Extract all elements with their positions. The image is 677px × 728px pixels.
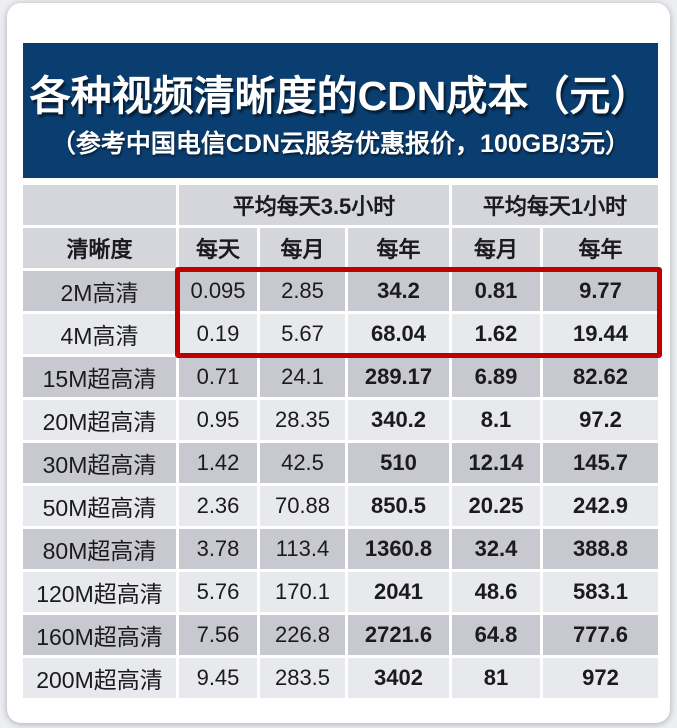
row-label: 15M超高清 [23, 357, 176, 397]
row-label: 30M超高清 [23, 443, 176, 483]
value-cell: 48.6 [452, 572, 540, 612]
value-cell: 777.6 [543, 615, 658, 655]
value-cell: 70.88 [260, 486, 345, 526]
value-cell: 340.2 [348, 400, 449, 440]
group-header-blank [23, 185, 176, 225]
slide-card: 各种视频清晰度的CDN成本（元） （参考中国电信CDN云服务优惠报价，100GB… [7, 3, 670, 723]
value-cell: 20.25 [452, 486, 540, 526]
value-cell: 0.95 [179, 400, 257, 440]
value-cell: 583.1 [543, 572, 658, 612]
value-cell: 12.14 [452, 443, 540, 483]
slide-subtitle: （参考中国电信CDN云服务优惠报价，100GB/3元） [50, 129, 631, 158]
value-cell: 3.78 [179, 529, 257, 569]
value-cell: 82.62 [543, 357, 658, 397]
value-cell: 64.8 [452, 615, 540, 655]
value-cell: 5.76 [179, 572, 257, 612]
column-header: 每月 [260, 228, 345, 268]
cdn-cost-table: 平均每天3.5小时 平均每天1小时 清晰度 每天 每月 每年 每月 每年 2M高清 0.095 2.… [23, 185, 662, 698]
row-label: 2M高清 [23, 271, 176, 311]
title-banner: 各种视频清晰度的CDN成本（元） （参考中国电信CDN云服务优惠报价，100GB… [23, 43, 658, 178]
value-cell: 113.4 [260, 529, 345, 569]
value-cell: 850.5 [348, 486, 449, 526]
value-cell: 7.56 [179, 615, 257, 655]
value-cell: 1360.8 [348, 529, 449, 569]
value-cell: 145.7 [543, 443, 658, 483]
value-cell: 32.4 [452, 529, 540, 569]
column-header: 清晰度 [23, 228, 176, 268]
value-cell: 28.35 [260, 400, 345, 440]
value-cell: 19.44 [543, 314, 658, 354]
value-cell: 2.36 [179, 486, 257, 526]
value-cell: 510 [348, 443, 449, 483]
column-header: 每年 [543, 228, 658, 268]
value-cell: 226.8 [260, 615, 345, 655]
row-label: 160M超高清 [23, 615, 176, 655]
value-cell: 289.17 [348, 357, 449, 397]
value-cell: 97.2 [543, 400, 658, 440]
value-cell: 8.1 [452, 400, 540, 440]
value-cell: 1.62 [452, 314, 540, 354]
value-cell: 0.81 [452, 271, 540, 311]
row-label: 4M高清 [23, 314, 176, 354]
column-header: 每天 [179, 228, 257, 268]
row-label: 20M超高清 [23, 400, 176, 440]
value-cell: 9.45 [179, 658, 257, 698]
value-cell: 68.04 [348, 314, 449, 354]
row-label: 120M超高清 [23, 572, 176, 612]
column-header: 每月 [452, 228, 540, 268]
value-cell: 34.2 [348, 271, 449, 311]
column-header: 每年 [348, 228, 449, 268]
value-cell: 9.77 [543, 271, 658, 311]
value-cell: 0.71 [179, 357, 257, 397]
value-cell: 170.1 [260, 572, 345, 612]
value-cell: 2.85 [260, 271, 345, 311]
value-cell: 0.19 [179, 314, 257, 354]
value-cell: 6.89 [452, 357, 540, 397]
value-cell: 2041 [348, 572, 449, 612]
group-header: 平均每天3.5小时 [179, 185, 449, 225]
slide-title: 各种视频清晰度的CDN成本（元） [29, 72, 652, 119]
value-cell: 0.095 [179, 271, 257, 311]
row-label: 200M超高清 [23, 658, 176, 698]
value-cell: 972 [543, 658, 658, 698]
value-cell: 1.42 [179, 443, 257, 483]
group-header: 平均每天1小时 [452, 185, 658, 225]
row-label: 50M超高清 [23, 486, 176, 526]
value-cell: 5.67 [260, 314, 345, 354]
value-cell: 283.5 [260, 658, 345, 698]
value-cell: 42.5 [260, 443, 345, 483]
value-cell: 242.9 [543, 486, 658, 526]
value-cell: 3402 [348, 658, 449, 698]
value-cell: 2721.6 [348, 615, 449, 655]
value-cell: 388.8 [543, 529, 658, 569]
value-cell: 81 [452, 658, 540, 698]
value-cell: 24.1 [260, 357, 345, 397]
row-label: 80M超高清 [23, 529, 176, 569]
